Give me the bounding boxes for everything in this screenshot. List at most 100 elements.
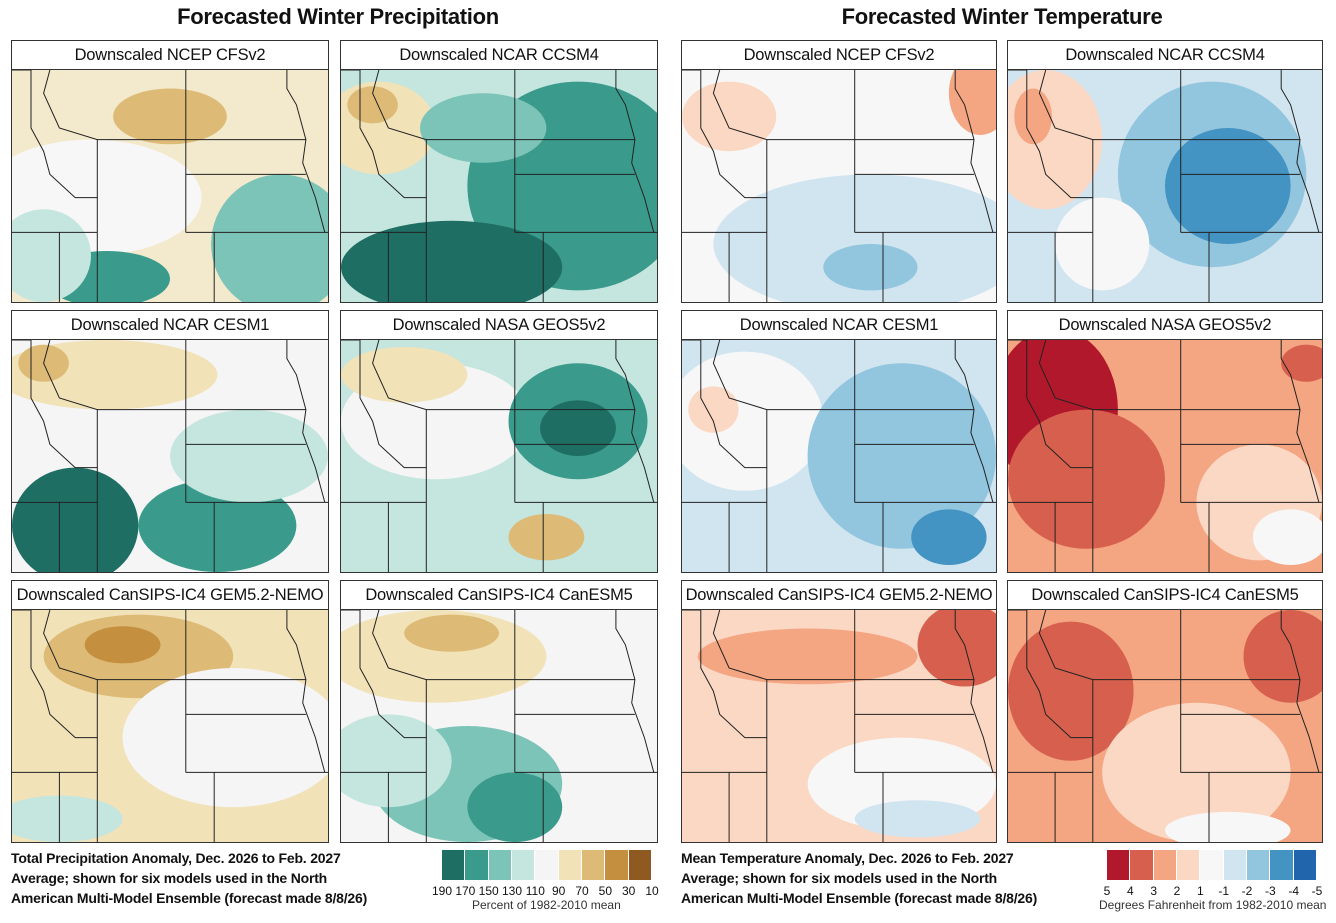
temp-map-panel: Downscaled NCEP CFSv2 — [681, 40, 997, 303]
panel-title: Downscaled NCAR CESM1 — [682, 311, 996, 340]
state-boundary — [854, 340, 974, 411]
legend-tick-label: 110 — [525, 884, 545, 898]
legend-tick-label: 50 — [598, 884, 613, 898]
anomaly-map — [1008, 610, 1322, 842]
anomaly-region — [84, 626, 161, 664]
legend-tick-label: 130 — [501, 884, 523, 898]
state-boundary — [341, 501, 389, 572]
caption-line: Mean Temperature Anomaly, Dec. 2026 to F… — [681, 850, 1014, 866]
temp-map-panel: Downscaled CanSIPS-IC4 CanESM5 — [1007, 580, 1323, 843]
panel-title: Downscaled NASA GEOS5v2 — [341, 311, 657, 340]
state-boundary — [854, 610, 974, 681]
precip-map-panel: Downscaled CanSIPS-IC4 CanESM5 — [340, 580, 658, 843]
state-boundary — [43, 340, 98, 468]
caption-line: Total Precipitation Anomaly, Dec. 2026 t… — [11, 850, 341, 866]
panel-title: Downscaled NCAR CCSM4 — [1008, 41, 1322, 70]
panel-title: Downscaled NASA GEOS5v2 — [1008, 311, 1322, 340]
state-boundary — [712, 340, 768, 468]
state-boundary — [1008, 70, 1094, 233]
temp-legend: Degrees Fahrenheit from 1982-2010 mean 5… — [1099, 850, 1326, 916]
anomaly-region — [823, 244, 918, 291]
anomaly-map — [682, 610, 996, 842]
state-boundary — [286, 340, 326, 503]
state-boundary — [341, 610, 427, 773]
anomaly-region — [1165, 811, 1291, 842]
state-boundary — [372, 70, 427, 198]
precip-section-title: Forecasted Winter Precipitation — [177, 4, 499, 29]
precip-map-panel: Downscaled NASA GEOS5v2 — [340, 310, 658, 573]
temp-caption: Mean Temperature Anomaly, Dec. 2026 to F… — [681, 848, 1101, 908]
state-boundary — [1008, 340, 1094, 503]
state-boundary — [514, 70, 635, 141]
state-boundary — [615, 340, 655, 503]
anomaly-region — [113, 88, 227, 145]
legend-tick-label: 150 — [478, 884, 499, 898]
state-boundary — [43, 70, 98, 198]
precip-legend: Percent of 1982-2010 mean 190 170 150 130 11… — [432, 850, 659, 916]
legend-tick-label: -5 — [1311, 884, 1323, 898]
state-boundary — [514, 340, 635, 411]
state-boundary — [1038, 340, 1094, 468]
legend-tick-label: 10 — [645, 884, 659, 898]
panel-title: Downscaled NCAR CCSM4 — [341, 41, 657, 70]
state-boundary — [341, 340, 427, 503]
legend-tick-label: 1 — [1196, 884, 1204, 898]
anomaly-region — [1055, 197, 1150, 291]
anomaly-region — [404, 614, 499, 652]
anomaly-region — [917, 610, 996, 687]
state-boundary — [682, 610, 768, 773]
panel-title: Downscaled NCAR CESM1 — [12, 311, 328, 340]
state-boundary — [712, 70, 768, 198]
anomaly-region — [1281, 344, 1322, 382]
temp-section-title: Forecasted Winter Temperature — [841, 4, 1163, 29]
state-boundary — [712, 610, 768, 738]
state-boundary — [185, 70, 306, 141]
anomaly-region — [688, 386, 739, 433]
anomaly-region — [341, 220, 563, 302]
anomaly-region — [12, 795, 123, 842]
anomaly-region — [211, 174, 328, 302]
legend-tick-label: 4 — [1126, 884, 1134, 898]
temp-map-panel: Downscaled NCAR CESM1 — [681, 310, 997, 573]
state-boundary — [372, 610, 427, 738]
state-boundary — [854, 70, 974, 141]
legend-tick-label: 70 — [575, 884, 589, 898]
temp-map-panel: Downscaled NASA GEOS5v2 — [1007, 310, 1323, 573]
anomaly-region — [170, 409, 328, 503]
anomaly-map — [12, 340, 328, 572]
state-boundary — [286, 70, 326, 233]
temp-map-panel: Downscaled NCAR CCSM4 — [1007, 40, 1323, 303]
anomaly-region — [1008, 409, 1165, 549]
anomaly-region — [713, 174, 996, 302]
panel-title: Downscaled CanSIPS-IC4 CanESM5 — [341, 581, 657, 610]
state-boundary — [341, 70, 427, 233]
state-boundary — [1008, 501, 1056, 572]
legend-swatch — [1247, 850, 1270, 880]
state-boundary — [954, 70, 994, 233]
legend-swatch — [1200, 850, 1223, 880]
legend-swatch — [512, 850, 535, 880]
anomaly-region — [948, 70, 996, 135]
anomaly-region — [682, 81, 777, 152]
panel-title: Downscaled CanSIPS-IC4 GEM5.2-NEMO — [12, 581, 328, 610]
anomaly-map — [1008, 70, 1322, 302]
legend-unit-label: Percent of 1982-2010 mean — [472, 898, 621, 912]
legend-swatch — [1107, 850, 1130, 880]
state-boundary — [682, 340, 768, 503]
legend-tick-label: 170 — [455, 884, 476, 898]
legend-swatch — [465, 850, 488, 880]
legend-swatch — [1177, 850, 1200, 880]
legend-swatch — [488, 850, 511, 880]
caption-line: American Multi-Model Ensemble (forecast … — [11, 890, 368, 906]
legend-swatch — [582, 850, 605, 880]
anomaly-map — [682, 340, 996, 572]
state-boundary — [1280, 340, 1320, 503]
state-boundary — [372, 340, 427, 468]
anomaly-region — [467, 772, 563, 842]
legend-tick-label: 30 — [621, 884, 636, 898]
state-boundary — [954, 340, 994, 503]
state-boundary — [185, 610, 306, 681]
state-boundary — [682, 231, 730, 302]
precip-map-panel: Downscaled CanSIPS-IC4 GEM5.2-NEMO — [11, 580, 329, 843]
anomaly-region — [12, 467, 139, 572]
